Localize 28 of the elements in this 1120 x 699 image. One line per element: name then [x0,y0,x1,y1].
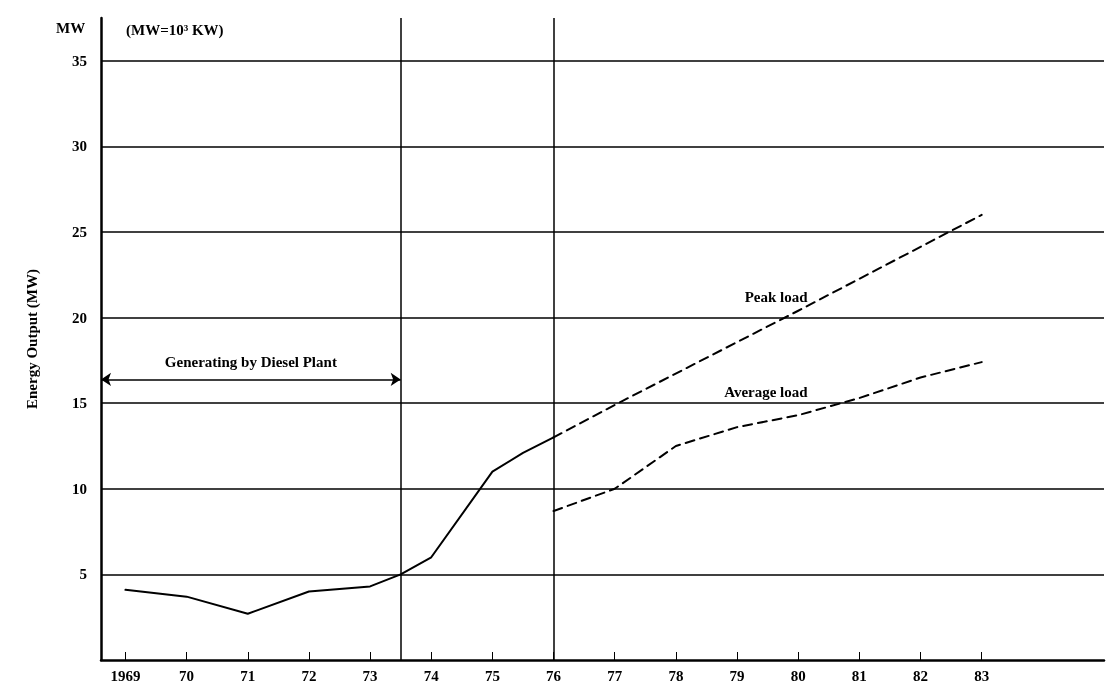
x-tick-label: 70 [179,667,195,684]
annotation: (MW=10³ KW) [126,21,224,39]
x-tick-label: 74 [423,667,440,684]
y-tick-label: 10 [72,480,87,497]
annotation: Generating by Diesel Plant [164,353,337,370]
y-axis-title: Energy Output (MW) [23,269,41,409]
x-tick-label: 81 [851,667,867,684]
x-tick-label: 78 [668,667,684,684]
x-tick-label: 83 [974,667,990,684]
x-tick-label: 77 [607,667,623,684]
y-tick-label: 25 [72,224,87,240]
x-tick-label: 82 [913,667,929,684]
y-tick-label: 5 [79,566,87,583]
x-tick-label: 73 [362,667,378,684]
x-tick-label: 75 [484,667,500,684]
x-tick-label: 1969 [110,667,141,684]
y-tick-label: 15 [72,395,87,412]
series-label: Average load [724,383,809,400]
y-tick-label: 20 [72,309,87,326]
x-tick-label: 80 [790,667,806,684]
text: MW [56,19,86,36]
y-tick-label: 35 [72,52,87,69]
y-tick-label: 30 [72,138,87,155]
series-label: Peak load [744,288,809,305]
x-tick-label: 71 [240,667,256,684]
x-tick-label: 79 [729,667,745,684]
x-tick-label: 72 [301,667,317,684]
x-tick-label: 76 [546,667,562,684]
